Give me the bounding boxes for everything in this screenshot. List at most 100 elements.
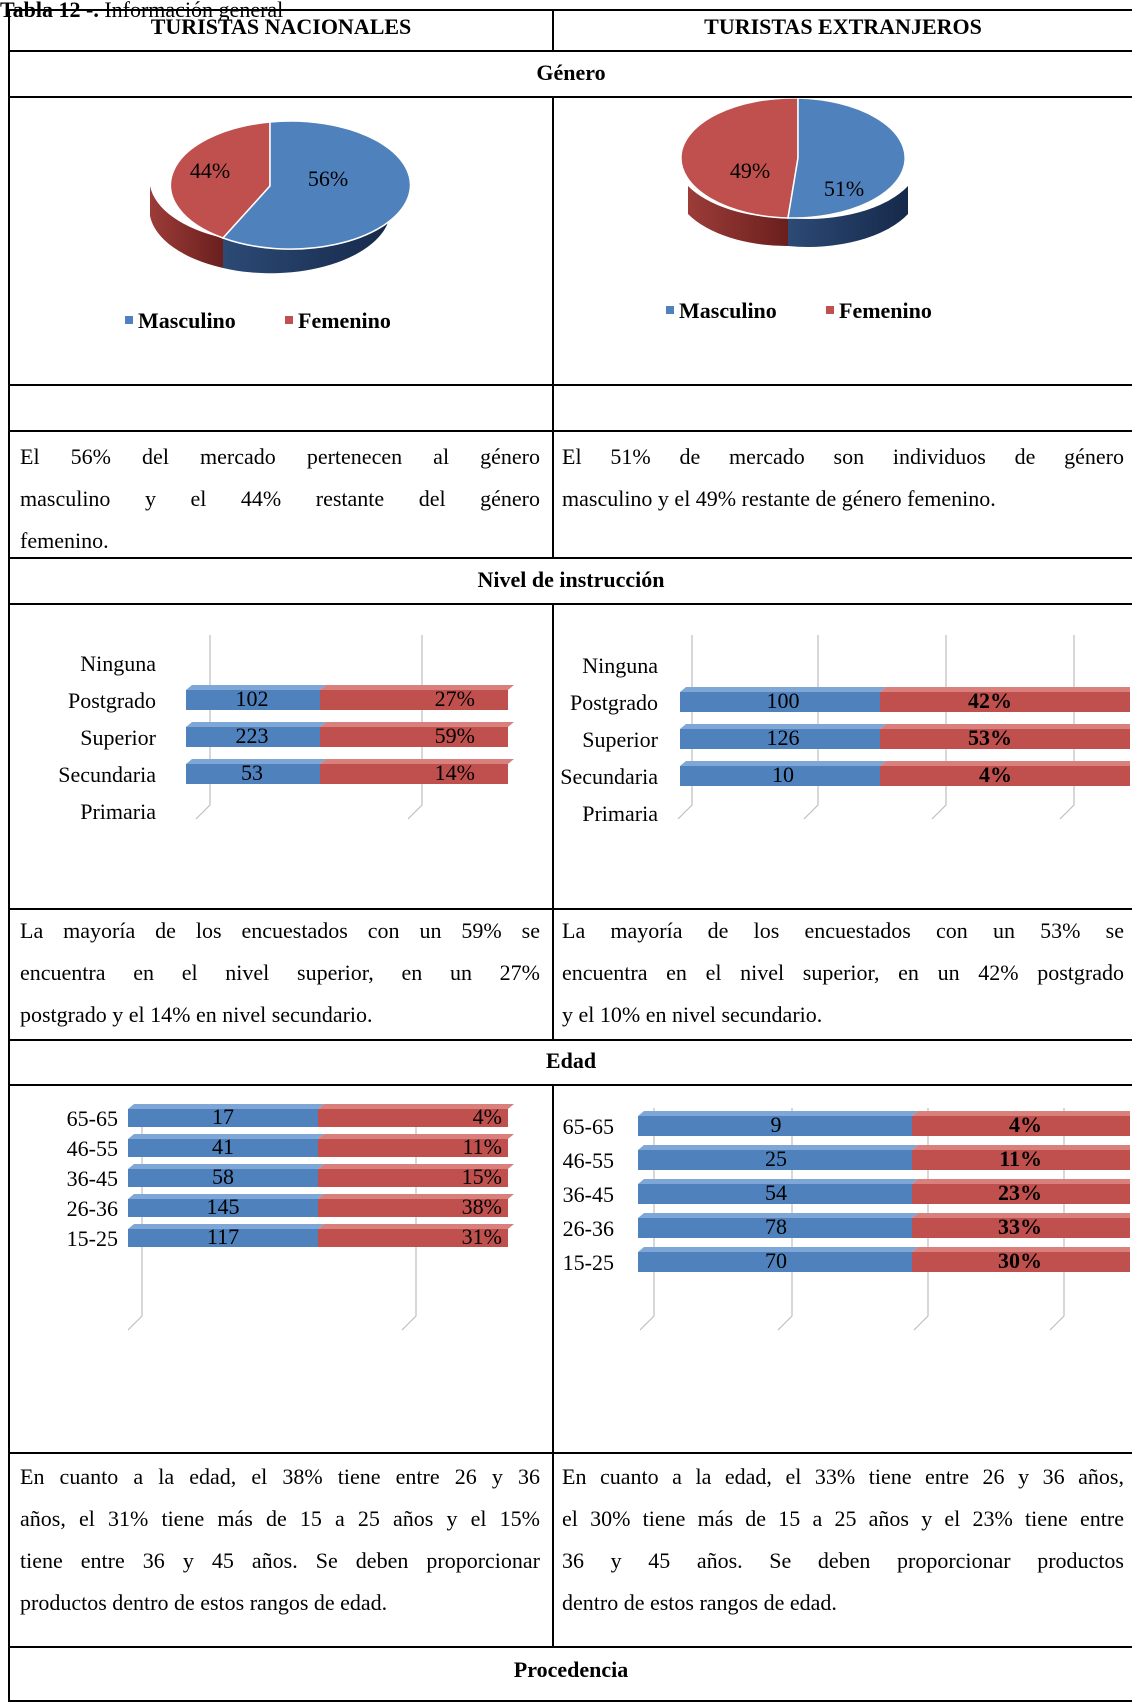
bar-segment-count: [680, 766, 880, 786]
column-header-extranjeros: TURISTAS EXTRANJEROS: [704, 14, 982, 39]
bar-top-red: [912, 1111, 1130, 1116]
bar-top-red: [318, 1134, 514, 1139]
bar-label-count: 17: [212, 1104, 234, 1129]
grid-line: [777, 1108, 793, 1331]
bar-segment-percent: [318, 1139, 508, 1157]
bar-label-count: 145: [207, 1194, 240, 1219]
bar-top-blue: [638, 1111, 918, 1116]
bar-label-percent: 4%: [979, 762, 1012, 787]
bar-segment-percent: [318, 1229, 508, 1247]
category-label: Superior: [80, 725, 156, 750]
genero-text-nacionales: El 56% del mercado pertenecen al género …: [20, 436, 540, 562]
category-label: 46-55: [563, 1148, 614, 1173]
bar-segment-percent: [912, 1184, 1130, 1204]
grid-line: [639, 1108, 655, 1331]
category-label: 15-25: [563, 1250, 614, 1275]
legend-label-masculino: Masculino: [138, 308, 236, 333]
data-label-femenino: 44%: [190, 158, 230, 183]
bar-segment-count: [128, 1229, 318, 1247]
bar-label-percent: 4%: [1009, 1112, 1042, 1137]
bar-segment-count: [680, 692, 880, 712]
bar-segment-count: [128, 1139, 318, 1157]
bar-top-red: [318, 1164, 514, 1169]
bar-segment-percent: [320, 690, 508, 710]
category-label: Ninguna: [80, 651, 156, 676]
nivel-text-extranjeros: La mayoría de los encuestados con un 53%…: [562, 910, 1124, 1036]
legend-label-femenino: Femenino: [298, 308, 391, 333]
category-label: Postgrado: [570, 690, 658, 715]
bar-label-count: 117: [207, 1224, 239, 1249]
pie-side-masculino: [788, 186, 908, 247]
text-line: El 51% de mercado son individuos de géne…: [562, 444, 1124, 469]
data-label-masculino: 56%: [308, 166, 348, 191]
pie-chart-genero-nacionales: 44% 56% Masculino Femenino: [125, 120, 412, 333]
category-label: 26-36: [563, 1216, 614, 1241]
bar-label-percent: 33%: [998, 1214, 1042, 1239]
bar-segment-count: [186, 690, 320, 710]
bar-top-red: [880, 687, 1130, 692]
pie-body: [680, 98, 908, 247]
category-label: 36-45: [67, 1166, 118, 1191]
text-line: encuentra en el nivel superior, en un 42…: [562, 960, 1124, 985]
bar-top-blue: [186, 685, 326, 690]
column-header-nacionales: TURISTAS NACIONALES: [150, 14, 412, 39]
section-genero: Género: [536, 60, 606, 85]
legend-swatch-femenino: [826, 306, 834, 314]
pie-side-femenino: [150, 186, 223, 268]
bar-segment-count: [680, 729, 880, 749]
category-label: 65-65: [563, 1114, 614, 1139]
bar-top-red: [880, 724, 1130, 729]
bar-label-percent: 14%: [435, 760, 475, 785]
text-line: La mayoría de los encuestados con un 53%…: [562, 918, 1124, 943]
section-procedencia: Procedencia: [513, 1657, 629, 1682]
genero-text-extranjeros: El 51% de mercado son individuos de géne…: [562, 436, 1124, 520]
text-line: masculino y el 44% restante del género: [20, 486, 540, 511]
bar-segment-percent: [880, 692, 1130, 712]
bar-chart-edad-nacionales: 15-25 117 31% 26-36 145 38% 36-45 58 15% 46-55 41 1…: [67, 1104, 514, 1331]
pie-slice-masculino: [787, 98, 906, 219]
bar-top-red: [912, 1247, 1130, 1252]
bar-label-count: 54: [765, 1180, 787, 1205]
bar-top-blue: [680, 687, 886, 692]
bar-label-percent: 23%: [998, 1180, 1042, 1205]
bar-top-blue: [680, 761, 886, 766]
text-line: femenino.: [20, 528, 109, 553]
bar-top-red: [320, 759, 514, 764]
text-line: encuentra en el nivel superior, en un 27…: [20, 960, 540, 985]
bar-label-percent: 30%: [998, 1248, 1042, 1273]
bar-segment-count: [186, 764, 320, 784]
bar-segment-count: [128, 1199, 318, 1217]
bar-label-count: 58: [212, 1164, 234, 1189]
section-nivel: Nivel de instrucción: [477, 567, 665, 592]
bar-top-blue: [128, 1224, 324, 1229]
bar-label-percent: 4%: [473, 1104, 502, 1129]
bar-label-count: 126: [767, 725, 800, 750]
text-line: tiene entre 36 y 45 años. Se deben propo…: [20, 1548, 540, 1573]
bar-segment-percent: [912, 1116, 1130, 1136]
nivel-text-nacionales: La mayoría de los encuestados con un 59%…: [20, 910, 540, 1036]
bar-top-blue: [128, 1104, 324, 1109]
bar-segment-count: [638, 1218, 912, 1238]
bar-top-blue: [128, 1164, 324, 1169]
bar-label-count: 100: [767, 688, 800, 713]
grid-line: [913, 1108, 929, 1331]
text-line: postgrado y el 14% en nivel secundario.: [20, 1002, 373, 1027]
text-line: El 56% del mercado pertenecen al género: [20, 444, 540, 469]
bar-top-blue: [638, 1247, 918, 1252]
bar-top-blue: [638, 1145, 918, 1150]
legend-label-femenino: Femenino: [839, 298, 932, 323]
text-line: años, el 31% tiene más de 15 a 25 años y…: [20, 1506, 540, 1531]
bar-top-red: [912, 1179, 1130, 1184]
text-line: En cuanto a la edad, el 38% tiene entre …: [20, 1464, 540, 1489]
category-label: Ninguna: [582, 653, 658, 678]
bar-label-percent: 42%: [968, 688, 1012, 713]
bar-segment-percent: [318, 1199, 508, 1217]
data-label-masculino: 51%: [824, 176, 864, 201]
bar-segment-percent: [320, 727, 508, 747]
bar-top-blue: [128, 1194, 324, 1199]
category-label: 46-55: [67, 1136, 118, 1161]
text-line: dentro de estos rangos de edad.: [562, 1590, 837, 1615]
bar-segment-percent: [912, 1218, 1130, 1238]
bar-label-count: 41: [212, 1134, 234, 1159]
bar-top-red: [318, 1224, 514, 1229]
